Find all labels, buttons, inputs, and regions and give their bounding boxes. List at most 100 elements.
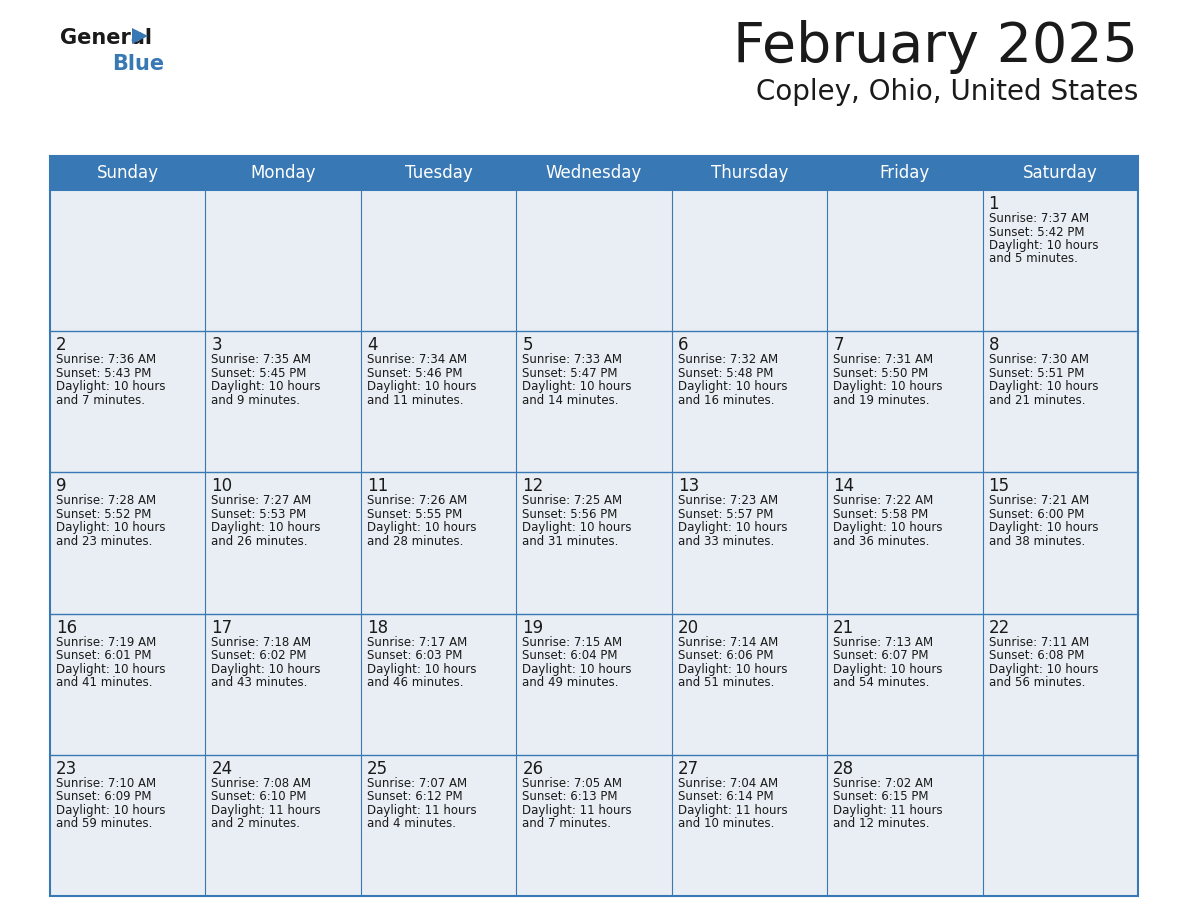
Text: Sunset: 5:51 PM: Sunset: 5:51 PM	[988, 366, 1083, 380]
Text: Daylight: 10 hours: Daylight: 10 hours	[56, 521, 165, 534]
Bar	[517, 755, 671, 896]
Text: Sunrise: 7:21 AM: Sunrise: 7:21 AM	[988, 495, 1089, 508]
Bar	[50, 755, 206, 896]
Bar	[671, 331, 827, 473]
Text: 6: 6	[677, 336, 688, 354]
Text: Sunset: 6:03 PM: Sunset: 6:03 PM	[367, 649, 462, 662]
Text: 27: 27	[677, 760, 699, 778]
Text: Sunset: 5:45 PM: Sunset: 5:45 PM	[211, 366, 307, 380]
Text: Daylight: 10 hours: Daylight: 10 hours	[988, 521, 1098, 534]
Text: 23: 23	[56, 760, 77, 778]
Text: 3: 3	[211, 336, 222, 354]
Text: Tuesday: Tuesday	[405, 164, 473, 182]
Text: Sunrise: 7:17 AM: Sunrise: 7:17 AM	[367, 635, 467, 649]
Text: and 38 minutes.: and 38 minutes.	[988, 535, 1085, 548]
Text: Sunrise: 7:05 AM: Sunrise: 7:05 AM	[523, 777, 623, 789]
Text: Daylight: 10 hours: Daylight: 10 hours	[523, 380, 632, 393]
Text: and 33 minutes.: and 33 minutes.	[677, 535, 773, 548]
Text: Sunrise: 7:27 AM: Sunrise: 7:27 AM	[211, 495, 311, 508]
Bar	[982, 473, 1138, 613]
Text: 11: 11	[367, 477, 388, 496]
Text: Sunset: 5:42 PM: Sunset: 5:42 PM	[988, 226, 1085, 239]
Text: Sunrise: 7:36 AM: Sunrise: 7:36 AM	[56, 353, 156, 366]
Text: Saturday: Saturday	[1023, 164, 1098, 182]
Text: Daylight: 10 hours: Daylight: 10 hours	[56, 380, 165, 393]
Text: Daylight: 10 hours: Daylight: 10 hours	[523, 663, 632, 676]
Bar	[982, 613, 1138, 755]
Text: 18: 18	[367, 619, 388, 636]
Text: Sunset: 6:06 PM: Sunset: 6:06 PM	[677, 649, 773, 662]
Text: Sunset: 6:10 PM: Sunset: 6:10 PM	[211, 790, 307, 803]
Text: Daylight: 11 hours: Daylight: 11 hours	[367, 804, 476, 817]
Text: and 14 minutes.: and 14 minutes.	[523, 394, 619, 407]
Text: Sunset: 6:04 PM: Sunset: 6:04 PM	[523, 649, 618, 662]
Text: Sunrise: 7:08 AM: Sunrise: 7:08 AM	[211, 777, 311, 789]
Text: 21: 21	[833, 619, 854, 636]
Text: and 5 minutes.: and 5 minutes.	[988, 252, 1078, 265]
Bar	[50, 190, 206, 331]
Text: and 43 minutes.: and 43 minutes.	[211, 676, 308, 689]
Text: Sunrise: 7:33 AM: Sunrise: 7:33 AM	[523, 353, 623, 366]
Text: Sunrise: 7:31 AM: Sunrise: 7:31 AM	[833, 353, 934, 366]
Text: Sunrise: 7:34 AM: Sunrise: 7:34 AM	[367, 353, 467, 366]
Bar	[827, 331, 982, 473]
Text: 19: 19	[523, 619, 543, 636]
Text: Daylight: 10 hours: Daylight: 10 hours	[677, 521, 788, 534]
Bar	[361, 473, 517, 613]
Bar	[50, 156, 1138, 190]
Text: February 2025: February 2025	[733, 20, 1138, 74]
Text: Daylight: 10 hours: Daylight: 10 hours	[677, 663, 788, 676]
Text: Monday: Monday	[251, 164, 316, 182]
Text: 8: 8	[988, 336, 999, 354]
Text: 7: 7	[833, 336, 843, 354]
Text: Sunrise: 7:37 AM: Sunrise: 7:37 AM	[988, 212, 1088, 225]
Text: and 11 minutes.: and 11 minutes.	[367, 394, 463, 407]
Bar	[671, 473, 827, 613]
Text: 26: 26	[523, 760, 543, 778]
Text: and 21 minutes.: and 21 minutes.	[988, 394, 1085, 407]
Text: 15: 15	[988, 477, 1010, 496]
Text: Daylight: 10 hours: Daylight: 10 hours	[211, 663, 321, 676]
Bar	[827, 613, 982, 755]
Text: Sunset: 5:46 PM: Sunset: 5:46 PM	[367, 366, 462, 380]
Bar	[827, 755, 982, 896]
Text: Daylight: 10 hours: Daylight: 10 hours	[988, 239, 1098, 252]
Text: Daylight: 10 hours: Daylight: 10 hours	[211, 380, 321, 393]
Text: Sunrise: 7:30 AM: Sunrise: 7:30 AM	[988, 353, 1088, 366]
Text: Sunset: 5:57 PM: Sunset: 5:57 PM	[677, 508, 773, 521]
Bar	[982, 331, 1138, 473]
Bar	[827, 473, 982, 613]
Text: Blue: Blue	[112, 54, 164, 74]
Bar	[517, 331, 671, 473]
Text: Daylight: 10 hours: Daylight: 10 hours	[833, 521, 942, 534]
Text: Sunset: 6:08 PM: Sunset: 6:08 PM	[988, 649, 1083, 662]
Text: Sunrise: 7:13 AM: Sunrise: 7:13 AM	[833, 635, 934, 649]
Text: Daylight: 10 hours: Daylight: 10 hours	[833, 663, 942, 676]
Bar	[206, 331, 361, 473]
Text: 28: 28	[833, 760, 854, 778]
Text: 22: 22	[988, 619, 1010, 636]
Text: and 28 minutes.: and 28 minutes.	[367, 535, 463, 548]
Text: Sunset: 6:13 PM: Sunset: 6:13 PM	[523, 790, 618, 803]
Text: and 12 minutes.: and 12 minutes.	[833, 817, 930, 830]
Text: and 31 minutes.: and 31 minutes.	[523, 535, 619, 548]
Text: 24: 24	[211, 760, 233, 778]
Text: Daylight: 11 hours: Daylight: 11 hours	[211, 804, 321, 817]
Text: Sunrise: 7:22 AM: Sunrise: 7:22 AM	[833, 495, 934, 508]
Text: 17: 17	[211, 619, 233, 636]
Text: Daylight: 10 hours: Daylight: 10 hours	[523, 521, 632, 534]
Text: Sunset: 6:09 PM: Sunset: 6:09 PM	[56, 790, 152, 803]
Text: Sunrise: 7:32 AM: Sunrise: 7:32 AM	[677, 353, 778, 366]
Text: and 2 minutes.: and 2 minutes.	[211, 817, 301, 830]
Text: Daylight: 10 hours: Daylight: 10 hours	[211, 521, 321, 534]
Text: Sunrise: 7:25 AM: Sunrise: 7:25 AM	[523, 495, 623, 508]
Text: Daylight: 10 hours: Daylight: 10 hours	[833, 380, 942, 393]
Bar	[671, 190, 827, 331]
Text: and 7 minutes.: and 7 minutes.	[523, 817, 612, 830]
Text: Sunset: 6:15 PM: Sunset: 6:15 PM	[833, 790, 929, 803]
Text: Sunset: 5:43 PM: Sunset: 5:43 PM	[56, 366, 151, 380]
Text: Sunset: 5:56 PM: Sunset: 5:56 PM	[523, 508, 618, 521]
Text: Wednesday: Wednesday	[545, 164, 643, 182]
Text: Sunset: 5:47 PM: Sunset: 5:47 PM	[523, 366, 618, 380]
Text: Sunrise: 7:02 AM: Sunrise: 7:02 AM	[833, 777, 934, 789]
